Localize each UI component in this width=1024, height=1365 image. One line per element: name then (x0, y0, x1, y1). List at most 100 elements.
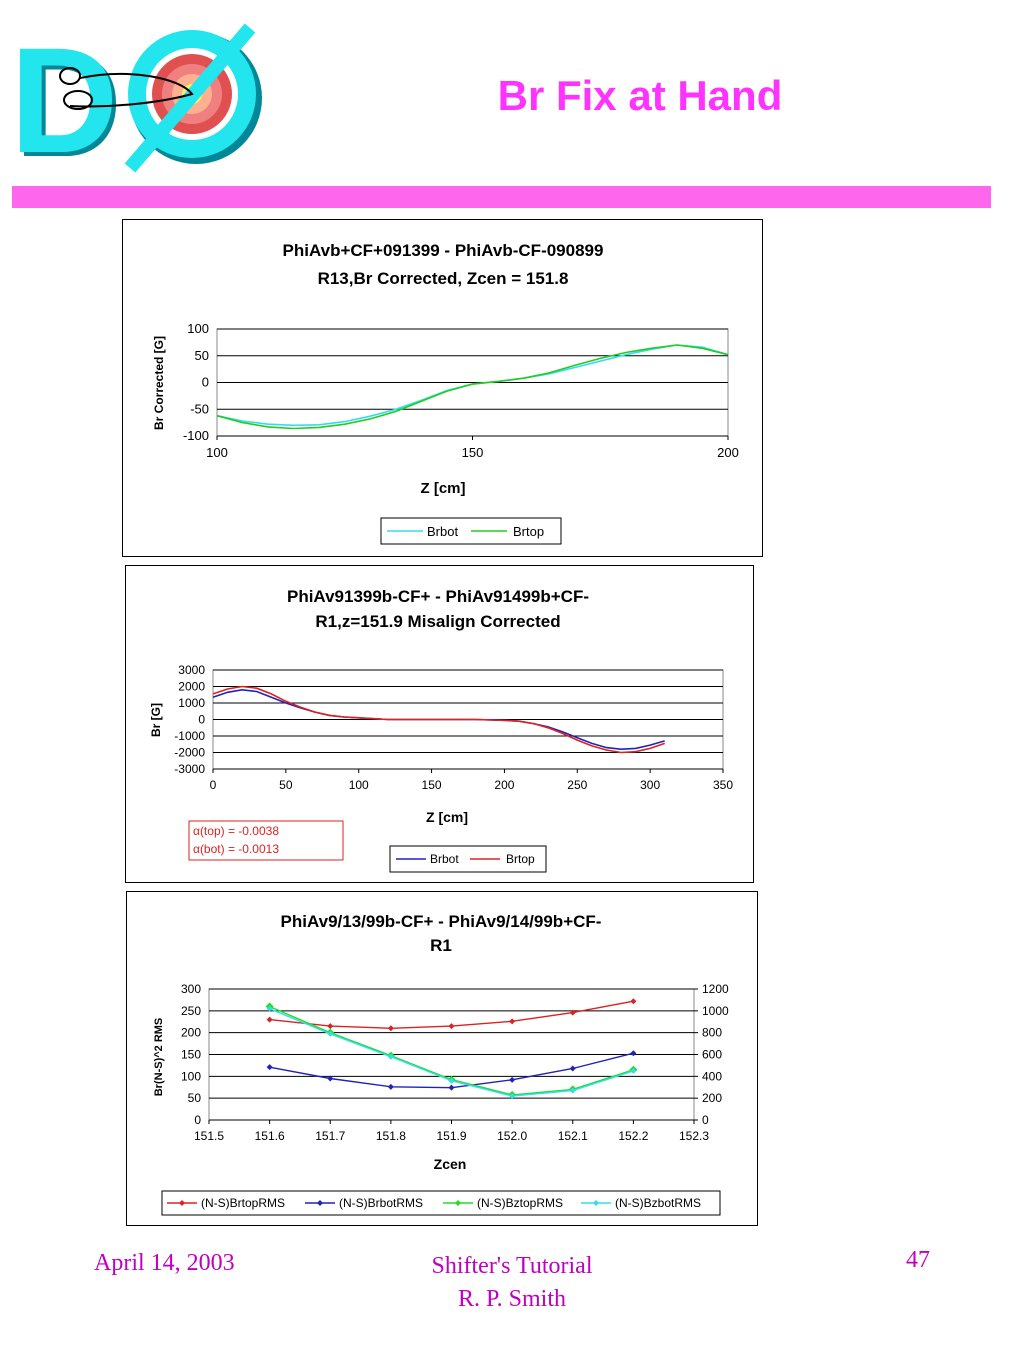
legend-marker (317, 1200, 323, 1206)
chart-br-misalign-corrected: PhiAv91399b-CF+ - PhiAv91499b+CF- R1,z=1… (125, 565, 754, 883)
data-point (387, 1025, 394, 1032)
y-tick-label: -100 (183, 428, 209, 443)
chart-1-ylabel: Br Corrected [G] (152, 336, 166, 430)
chart-2-annotation-box (188, 820, 344, 861)
y-tick-label: 0 (202, 375, 209, 390)
legend-marker (455, 1200, 461, 1206)
chart-br-corrected-r13: PhiAvb+CF+091399 - PhiAvb-CF-090899 R13,… (122, 219, 763, 557)
y-tick-label: 250 (181, 1004, 201, 1018)
x-tick-label: 300 (640, 778, 660, 792)
data-point (630, 1067, 637, 1074)
legend-marker (179, 1200, 185, 1206)
chart-2-annotation-top: α(top) = -0.0038 (193, 824, 279, 838)
y-tick-label: 100 (187, 321, 209, 336)
chart-2-ylabel: Br [G] (149, 703, 163, 737)
legend-label: (N-S)BzbotRMS (615, 1196, 701, 1210)
y2-tick-label: 1200 (702, 982, 729, 996)
data-point (569, 1087, 576, 1094)
d0-experiment-logo: D D (10, 18, 262, 178)
x-tick-label: 200 (494, 778, 514, 792)
data-point (387, 1083, 394, 1090)
y2-tick-label: 400 (702, 1069, 722, 1083)
chart-1-svg: PhiAvb+CF+091399 - PhiAvb-CF-090899 R13,… (152, 241, 739, 545)
chart-rms-vs-zcen: PhiAv9/13/99b-CF+ - PhiAv9/14/99b+CF- R1… (126, 891, 758, 1226)
slide-title: Br Fix at Hand (497, 72, 783, 119)
x-tick-label: 200 (717, 445, 739, 460)
data-point (327, 1023, 334, 1030)
legend-brtop-label: Brtop (513, 524, 544, 539)
y-tick-label: -3000 (174, 762, 205, 776)
data-point (509, 1092, 516, 1099)
legend-brbot-label: Brbot (427, 524, 458, 539)
x-tick-label: 250 (567, 778, 587, 792)
data-point (448, 1077, 455, 1084)
chart-1-title-line1: PhiAvb+CF+091399 - PhiAvb-CF-090899 (283, 241, 604, 260)
data-point (448, 1084, 455, 1091)
y-tick-label: 50 (195, 348, 209, 363)
chart-3-ylabel: Br(N-S)^2 RMS (153, 1018, 165, 1097)
y-tick-label: -2000 (174, 746, 205, 760)
x-tick-label: 152.3 (679, 1129, 709, 1143)
y2-tick-label: 0 (702, 1113, 709, 1127)
x-tick-label: 151.6 (255, 1129, 285, 1143)
series-line-1 (216, 344, 729, 430)
x-tick-label: 151.8 (376, 1129, 406, 1143)
data-point (387, 1053, 394, 1060)
y-tick-label: 200 (181, 1026, 201, 1040)
data-point (569, 1009, 576, 1016)
x-tick-label: 100 (206, 445, 228, 460)
y-tick-label: 2000 (178, 680, 205, 694)
y-tick-label: 100 (181, 1069, 201, 1083)
chart-2-xlabel: Z [cm] (426, 809, 468, 825)
y-tick-label: 3000 (178, 663, 205, 677)
x-tick-label: 152.0 (497, 1129, 527, 1143)
y-tick-label: 300 (181, 982, 201, 996)
footer-center: Shifter's Tutorial R. P. Smith (362, 1250, 662, 1316)
data-point (327, 1030, 334, 1037)
legend-label: (N-S)BrtopRMS (201, 1196, 285, 1210)
x-tick-label: 151.7 (315, 1129, 345, 1143)
y2-tick-label: 200 (702, 1091, 722, 1105)
data-point (327, 1075, 334, 1082)
y2-tick-label: 1000 (702, 1004, 729, 1018)
chart-2-title-line2: R1,z=151.9 Misalign Corrected (315, 612, 560, 631)
footer-page-number: 47 (906, 1247, 930, 1273)
chart-1-title-line2: R13,Br Corrected, Zcen = 151.8 (318, 269, 569, 288)
chart-3-xlabel: Zcen (434, 1156, 467, 1172)
series-line-1 (212, 685, 665, 754)
chart-2-svg: PhiAv91399b-CF+ - PhiAv91499b+CF- R1,z=1… (149, 587, 733, 873)
y-tick-label: 0 (194, 1113, 201, 1127)
data-point (266, 1005, 273, 1012)
footer-author: R. P. Smith (457, 1286, 567, 1312)
chart-1-xlabel: Z [cm] (421, 480, 466, 497)
y-tick-label: -50 (190, 401, 209, 416)
x-tick-label: 150 (422, 778, 442, 792)
x-tick-label: 151.5 (194, 1129, 224, 1143)
legend-label: (N-S)BrbotRMS (339, 1196, 423, 1210)
footer-date: April 14, 2003 (94, 1250, 235, 1276)
y-tick-label: 50 (188, 1091, 202, 1105)
legend-brbot-label: Brbot (430, 852, 459, 866)
x-tick-label: 151.9 (436, 1129, 466, 1143)
x-tick-label: 152.2 (618, 1129, 648, 1143)
x-tick-label: 152.1 (558, 1129, 588, 1143)
title-divider-bar (12, 186, 991, 208)
chart-3-title-line1: PhiAv9/13/99b-CF+ - PhiAv9/14/99b+CF- (281, 912, 602, 931)
y-tick-label: 1000 (178, 696, 205, 710)
footer-tutorial-title: Shifter's Tutorial (431, 1253, 593, 1279)
chart-3-legend (161, 1190, 721, 1216)
data-point (630, 998, 637, 1005)
x-tick-label: 100 (349, 778, 369, 792)
data-point (509, 1018, 516, 1025)
data-point (266, 1016, 273, 1023)
chart-3-svg: PhiAv9/13/99b-CF+ - PhiAv9/14/99b+CF- R1… (153, 912, 729, 1216)
svg-text:D: D (14, 20, 122, 178)
legend-marker (593, 1200, 599, 1206)
chart-3-title-line2: R1 (430, 936, 452, 955)
y2-tick-label: 800 (702, 1026, 722, 1040)
chart-2-title-line1: PhiAv91399b-CF+ - PhiAv91499b+CF- (287, 587, 589, 606)
data-point (266, 1064, 273, 1071)
y-tick-label: 150 (181, 1048, 201, 1062)
x-tick-label: 350 (713, 778, 733, 792)
x-tick-label: 0 (210, 778, 217, 792)
